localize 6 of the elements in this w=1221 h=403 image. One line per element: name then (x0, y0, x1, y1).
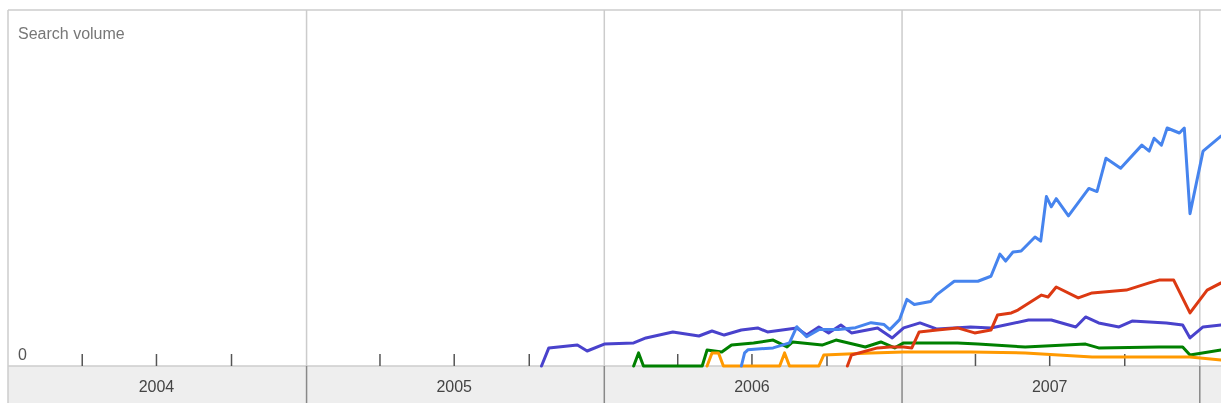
x-tick-label: 2004 (138, 378, 175, 395)
x-tick-label: 2006 (734, 378, 770, 395)
annotation: 0 (18, 346, 27, 363)
text: Search volume (18, 25, 125, 42)
x-tick-label: 2007 (1031, 378, 1068, 395)
x-tick-label: 2005 (436, 378, 473, 395)
